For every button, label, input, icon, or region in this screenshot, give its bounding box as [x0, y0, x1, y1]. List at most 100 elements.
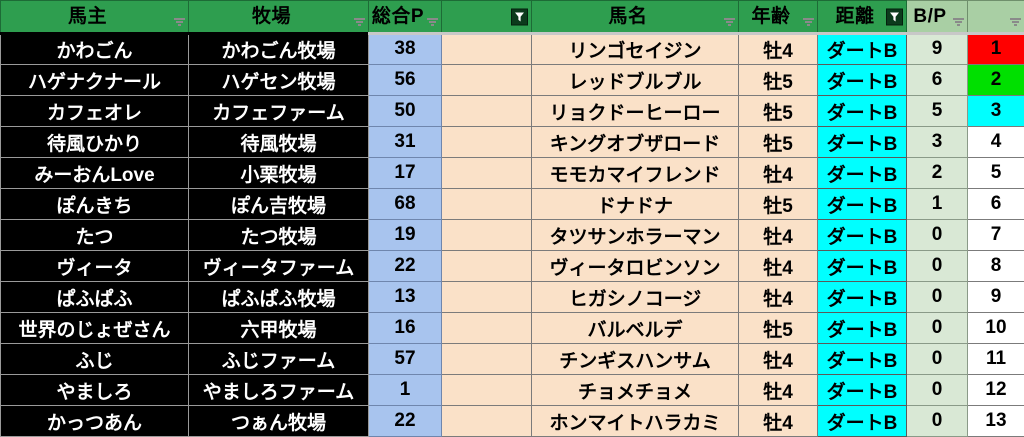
sort-dropdown-icon-bp[interactable] [953, 18, 964, 27]
cell-farm[interactable]: 小栗牧場 [189, 158, 369, 189]
cell-farm[interactable]: 六甲牧場 [189, 313, 369, 344]
cell-distance[interactable]: ダートB [818, 313, 907, 344]
cell-owner[interactable]: みーおんLove [1, 158, 189, 189]
cell-bp[interactable]: 0 [907, 406, 968, 437]
cell-rank[interactable]: 5 [968, 158, 1024, 189]
cell-owner[interactable]: ハゲナクナール [1, 65, 189, 96]
cell-blank[interactable] [442, 251, 532, 282]
cell-distance[interactable]: ダートB [818, 96, 907, 127]
cell-bp[interactable]: 0 [907, 344, 968, 375]
sort-dropdown-icon-owner[interactable] [174, 18, 185, 27]
cell-total-points[interactable]: 31 [369, 127, 442, 158]
cell-distance[interactable]: ダートB [818, 158, 907, 189]
cell-bp[interactable]: 2 [907, 158, 968, 189]
cell-farm[interactable]: ぱふぱふ牧場 [189, 282, 369, 313]
cell-horse-name[interactable]: タツサンホラーマン [532, 220, 739, 251]
cell-rank[interactable]: 2 [968, 65, 1024, 96]
cell-age[interactable]: 牡4 [739, 406, 818, 437]
sort-dropdown-icon-total-points[interactable] [427, 18, 438, 27]
column-header-total-points[interactable]: 総合P [369, 1, 442, 34]
cell-age[interactable]: 牡5 [739, 127, 818, 158]
cell-owner[interactable]: やましろ [1, 375, 189, 406]
cell-age[interactable]: 牡4 [739, 34, 818, 65]
cell-total-points[interactable]: 19 [369, 220, 442, 251]
cell-bp[interactable]: 3 [907, 127, 968, 158]
cell-distance[interactable]: ダートB [818, 65, 907, 96]
cell-total-points[interactable]: 22 [369, 251, 442, 282]
cell-total-points[interactable]: 38 [369, 34, 442, 65]
cell-age[interactable]: 牡5 [739, 313, 818, 344]
cell-rank[interactable]: 13 [968, 406, 1024, 437]
cell-total-points[interactable]: 56 [369, 65, 442, 96]
cell-total-points[interactable]: 17 [369, 158, 442, 189]
cell-horse-name[interactable]: モモカマイフレンド [532, 158, 739, 189]
cell-age[interactable]: 牡4 [739, 282, 818, 313]
cell-blank[interactable] [442, 96, 532, 127]
cell-owner[interactable]: かっつあん [1, 406, 189, 437]
cell-age[interactable]: 牡5 [739, 189, 818, 220]
cell-blank[interactable] [442, 344, 532, 375]
cell-distance[interactable]: ダートB [818, 375, 907, 406]
cell-bp[interactable]: 0 [907, 375, 968, 406]
sort-dropdown-icon-age[interactable] [803, 18, 814, 27]
cell-distance[interactable]: ダートB [818, 127, 907, 158]
cell-rank[interactable]: 1 [968, 34, 1024, 65]
cell-rank[interactable]: 7 [968, 220, 1024, 251]
cell-owner[interactable]: ヴィータ [1, 251, 189, 282]
cell-owner[interactable]: カフェオレ [1, 96, 189, 127]
cell-blank[interactable] [442, 158, 532, 189]
cell-owner[interactable]: たつ [1, 220, 189, 251]
cell-distance[interactable]: ダートB [818, 344, 907, 375]
cell-distance[interactable]: ダートB [818, 189, 907, 220]
cell-rank[interactable]: 4 [968, 127, 1024, 158]
cell-total-points[interactable]: 68 [369, 189, 442, 220]
cell-blank[interactable] [442, 220, 532, 251]
cell-farm[interactable]: ヴィータファーム [189, 251, 369, 282]
cell-bp[interactable]: 0 [907, 220, 968, 251]
cell-rank[interactable]: 12 [968, 375, 1024, 406]
cell-bp[interactable]: 0 [907, 313, 968, 344]
column-header-owner[interactable]: 馬主 [1, 1, 189, 34]
cell-farm[interactable]: ふじファーム [189, 344, 369, 375]
sort-dropdown-icon-rank[interactable] [1010, 18, 1021, 27]
cell-rank[interactable]: 8 [968, 251, 1024, 282]
cell-owner[interactable]: かわごん [1, 34, 189, 65]
column-header-bp[interactable]: B/P [907, 1, 968, 34]
cell-horse-name[interactable]: チョメチョメ [532, 375, 739, 406]
cell-horse-name[interactable]: ヒガシノコージ [532, 282, 739, 313]
cell-horse-name[interactable]: ホンマイトハラカミ [532, 406, 739, 437]
cell-total-points[interactable]: 1 [369, 375, 442, 406]
cell-farm[interactable]: つぁん牧場 [189, 406, 369, 437]
cell-age[interactable]: 牡4 [739, 220, 818, 251]
cell-distance[interactable]: ダートB [818, 34, 907, 65]
cell-bp[interactable]: 1 [907, 189, 968, 220]
cell-age[interactable]: 牡5 [739, 96, 818, 127]
cell-rank[interactable]: 10 [968, 313, 1024, 344]
column-header-horse-name[interactable]: 馬名 [532, 1, 739, 34]
cell-total-points[interactable]: 50 [369, 96, 442, 127]
cell-total-points[interactable]: 16 [369, 313, 442, 344]
cell-owner[interactable]: ぽんきち [1, 189, 189, 220]
cell-horse-name[interactable]: キングオブザロード [532, 127, 739, 158]
cell-blank[interactable] [442, 282, 532, 313]
cell-blank[interactable] [442, 375, 532, 406]
cell-distance[interactable]: ダートB [818, 251, 907, 282]
cell-total-points[interactable]: 13 [369, 282, 442, 313]
cell-bp[interactable]: 9 [907, 34, 968, 65]
cell-blank[interactable] [442, 313, 532, 344]
cell-blank[interactable] [442, 406, 532, 437]
column-header-blank[interactable] [442, 1, 532, 34]
cell-owner[interactable]: ふじ [1, 344, 189, 375]
cell-owner[interactable]: ぱふぱふ [1, 282, 189, 313]
cell-farm[interactable]: ぽん吉牧場 [189, 189, 369, 220]
cell-farm[interactable]: かわごん牧場 [189, 34, 369, 65]
